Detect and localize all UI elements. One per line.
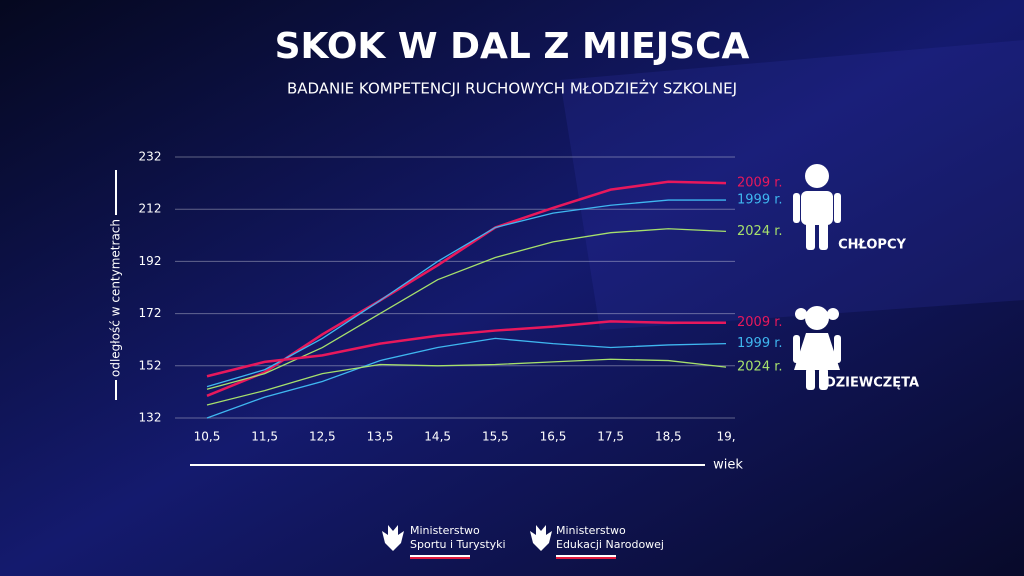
- series-label: 2024 r.: [737, 224, 783, 239]
- x-axis-label: wiek: [713, 458, 743, 473]
- line: [206, 358, 727, 406]
- x-tick-label: 19,: [716, 430, 735, 444]
- chart-subtitle: BADANIE KOMPETENCJI RUCHOWYCH MŁODZIEŻY …: [287, 79, 737, 98]
- flag-red: [556, 557, 616, 559]
- y-tick-label: 212: [139, 202, 162, 216]
- x-tick-label: 17,5: [597, 430, 624, 444]
- logo-text: Ministerstwo: [410, 524, 480, 537]
- line: [206, 337, 727, 419]
- series-label: 2009 r.: [737, 315, 783, 330]
- series-label: 2024 r.: [737, 360, 783, 375]
- y-tick-label: 192: [139, 254, 162, 268]
- line: [206, 228, 727, 390]
- decor: [560, 40, 1024, 330]
- x-tick-label: 10,5: [194, 430, 221, 444]
- y-tick-label: 132: [139, 411, 162, 425]
- group-label: CHŁOPCY: [838, 238, 906, 253]
- logo-text: Sportu i Turystyki: [410, 538, 506, 551]
- y-tick-label: 172: [139, 306, 162, 320]
- x-tick-label: 14,5: [424, 430, 451, 444]
- line: [206, 320, 726, 378]
- series-label: 1999 r.: [737, 336, 783, 351]
- girl-icon: [793, 306, 841, 390]
- y-tick-label: 232: [139, 150, 162, 164]
- y-tick-label: 152: [139, 358, 162, 372]
- logo-text: Ministerstwo: [556, 524, 626, 537]
- x-tick-label: 18,5: [655, 430, 682, 444]
- y-axis-label: odległość w centymetrach: [109, 219, 123, 377]
- logo-text: Edukacji Narodowej: [556, 538, 664, 551]
- flag-red: [410, 557, 470, 559]
- series-label: 2009 r.: [737, 176, 783, 191]
- group-label: DZIEWCZĘTA: [825, 376, 919, 391]
- boy-icon: [793, 164, 841, 250]
- x-tick-label: 16,5: [540, 430, 567, 444]
- x-tick-label: 13,5: [367, 430, 394, 444]
- x-tick-label: 15,5: [482, 430, 509, 444]
- flag-white: [410, 555, 470, 557]
- eagle-icon: [382, 525, 552, 551]
- x-tick-label: 12,5: [309, 430, 336, 444]
- chart-title: SKOK W DAL Z MIEJSCA: [275, 26, 750, 67]
- series-label: 1999 r.: [737, 193, 783, 208]
- line: [206, 199, 726, 388]
- flag-white: [556, 555, 616, 557]
- x-tick-label: 11,5: [251, 430, 278, 444]
